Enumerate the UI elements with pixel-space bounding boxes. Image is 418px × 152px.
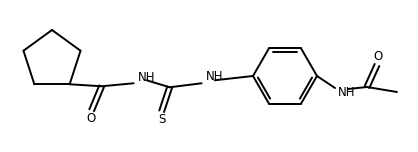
Text: O: O xyxy=(373,50,382,64)
Text: O: O xyxy=(86,112,95,125)
Text: NH: NH xyxy=(338,85,355,98)
Text: S: S xyxy=(158,113,166,126)
Text: NH: NH xyxy=(138,71,155,84)
Text: NH: NH xyxy=(206,70,223,83)
